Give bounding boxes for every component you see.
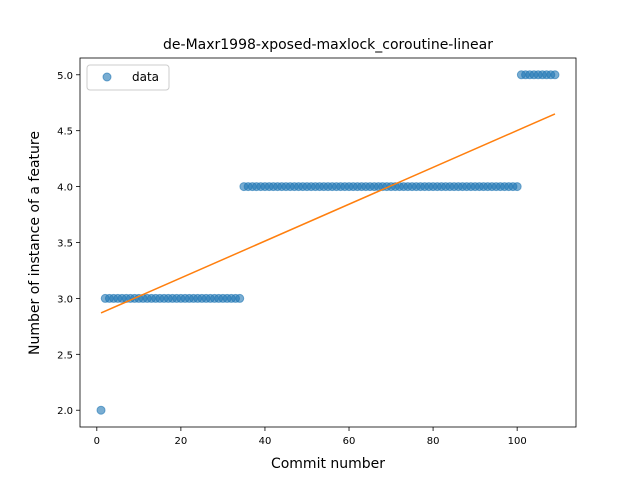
x-tick-label: 60 <box>343 436 356 447</box>
y-axis-label: Number of instance of a feature <box>27 131 43 355</box>
data-point <box>96 405 106 415</box>
y-tick-label: 2.5 <box>57 350 73 361</box>
data-point <box>550 70 560 80</box>
fit-line <box>100 113 556 314</box>
x-tick-label: 40 <box>259 436 272 447</box>
data-point <box>235 293 245 303</box>
y-tick-label: 5.0 <box>57 71 73 82</box>
y-tick-label: 3.0 <box>57 294 73 305</box>
chart-title: de-Maxr1998-xposed-maxlock_coroutine-lin… <box>163 37 493 53</box>
x-tick-label: 20 <box>175 436 188 447</box>
legend-label: data <box>132 70 159 84</box>
legend-marker <box>102 72 112 82</box>
x-axis-label: Commit number <box>271 456 385 472</box>
legend: data <box>86 64 170 91</box>
x-tick-label: 80 <box>427 436 440 447</box>
legend-box <box>86 64 170 91</box>
plot-area <box>96 70 560 415</box>
axes: 0 20 40 60 80 100 2.0 2.5 3.0 3.5 4.0 4.5 5.0 <box>57 57 577 447</box>
y-tick-label: 4.0 <box>57 183 73 194</box>
x-tick-label: 100 <box>508 436 527 447</box>
y-tick-label: 2.0 <box>57 406 73 417</box>
y-tick-label: 3.5 <box>57 239 73 250</box>
x-tick-label: 0 <box>94 436 100 447</box>
data-point <box>512 182 522 192</box>
y-tick-label: 4.5 <box>57 127 73 138</box>
